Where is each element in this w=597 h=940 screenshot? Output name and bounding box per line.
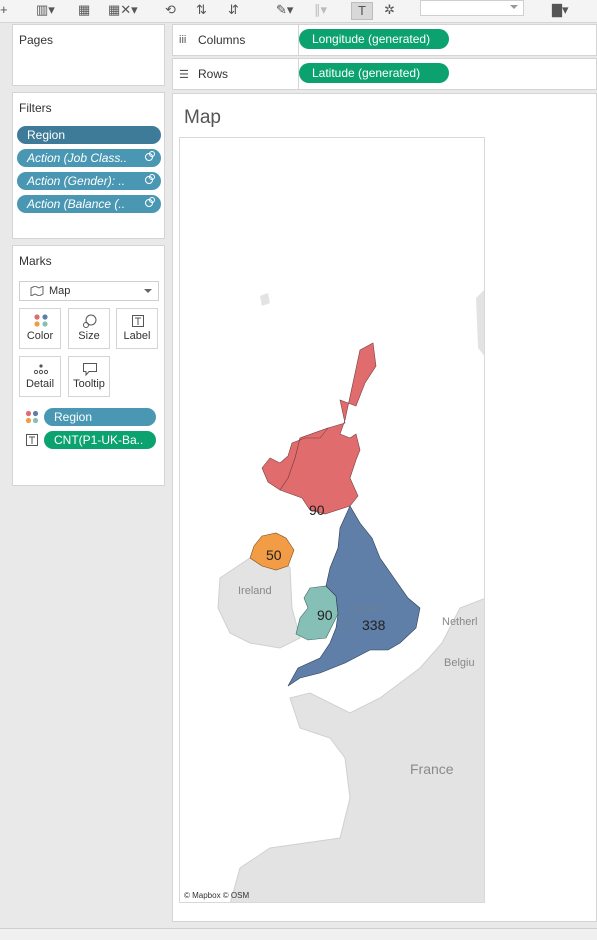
region-scotland-west[interactable] — [261, 427, 329, 491]
value-label-wales: 90 — [317, 607, 333, 623]
rows-label: Rows — [198, 67, 229, 81]
filter-pill-label: Region — [27, 128, 66, 142]
add-icon[interactable]: + — [0, 2, 8, 17]
marks-field-region[interactable]: Region — [44, 408, 156, 426]
orkney-landmass — [260, 293, 270, 306]
marks-field-count[interactable]: CNT(P1-UK-Ba.. — [44, 431, 156, 449]
new-worksheet-icon[interactable]: ▥▾ — [36, 2, 55, 17]
highlight-icon[interactable]: ✎▾ — [276, 2, 294, 17]
size-button-label: Size — [78, 330, 100, 342]
toolbar: + ▥▾ ▦ ▦✕▾ ⟲ ⇅ ⇵ ✎▾ ∥▾ T ✲ ▇▾ — [0, 0, 597, 23]
tooltip-button-label: Tooltip — [73, 378, 105, 390]
detail-icon — [33, 364, 49, 375]
label-icon — [26, 434, 38, 446]
link-icon — [145, 174, 155, 184]
value-label-england: 338 — [362, 617, 386, 633]
detail-button-label: Detail — [25, 378, 55, 390]
status-bar — [0, 928, 597, 940]
pages-title: Pages — [19, 33, 54, 47]
filter-pill-action-balance[interactable]: Action (Balance (.. — [17, 195, 161, 213]
fit-dropdown[interactable] — [420, 0, 524, 16]
columns-pill[interactable]: Longitude (generated) — [299, 29, 449, 49]
chevron-down-icon — [144, 289, 152, 297]
color-dots-icon — [34, 314, 48, 327]
rows-pill[interactable]: Latitude (generated) — [299, 63, 449, 83]
show-me-icon[interactable]: ▇▾ — [552, 2, 569, 17]
place-label-united-kingdom-line1: United — [350, 603, 382, 615]
marks-panel: Marks Map Color Size Label Detail — [12, 245, 165, 486]
map-icon — [30, 286, 44, 296]
marks-field-label: Region — [54, 410, 93, 424]
map-canvas: Ireland United Ki Netherl Belgiu France … — [217, 290, 484, 902]
link-icon — [145, 197, 155, 207]
label-icon — [132, 315, 144, 327]
value-label-northern-ireland: 50 — [266, 547, 282, 563]
show-labels-icon[interactable]: T — [351, 2, 373, 20]
columns-shelf[interactable]: iii Columns Longitude (generated) — [172, 24, 597, 56]
value-label-scotland: 90 — [309, 502, 325, 518]
color-button-label: Color — [26, 330, 54, 342]
viz-title: Map — [184, 107, 221, 128]
region-scotland[interactable] — [279, 342, 377, 515]
shelf-divider — [298, 59, 299, 89]
sort-ascending-icon[interactable]: ⇅ — [196, 2, 207, 17]
duplicate-sheet-icon[interactable]: ▦ — [78, 2, 91, 17]
region-england[interactable] — [287, 505, 421, 687]
color-dots-icon — [25, 410, 39, 424]
filter-pill-label: Action (Balance (.. — [27, 197, 126, 211]
label-button-label: Label — [123, 330, 151, 342]
marks-field-label: CNT(P1-UK-Ba.. — [54, 433, 144, 447]
mark-type-dropdown[interactable]: Map — [19, 281, 159, 301]
tooltip-button[interactable]: Tooltip — [68, 356, 110, 397]
label-button[interactable]: Label — [116, 308, 158, 349]
mark-type-label: Map — [49, 285, 71, 297]
tooltip-icon — [83, 363, 97, 376]
columns-icon: iii — [179, 34, 187, 46]
filter-pill-action-job-class[interactable]: Action (Job Class.. — [17, 149, 161, 167]
columns-pill-label: Longitude (generated) — [312, 32, 431, 46]
place-label-ireland: Ireland — [238, 585, 272, 597]
link-icon — [145, 151, 155, 161]
size-button[interactable]: Size — [68, 308, 110, 349]
place-label-france: France — [410, 761, 454, 777]
color-button[interactable]: Color — [19, 308, 61, 349]
rows-shelf[interactable]: ☰ Rows Latitude (generated) — [172, 58, 597, 90]
filter-pill-region[interactable]: Region — [17, 126, 161, 144]
marks-title: Marks — [19, 254, 52, 268]
continent-landmass — [230, 598, 484, 902]
viz-area: Map Ireland United Ki Netherl Belgiu Fra… — [172, 93, 597, 922]
swap-icon[interactable]: ⟲ — [165, 2, 176, 17]
attach-icon[interactable]: ∥▾ — [314, 2, 328, 17]
place-label-belgium: Belgiu — [444, 657, 475, 669]
region-northern-ireland[interactable] — [249, 532, 295, 571]
clear-sheet-icon[interactable]: ▦✕▾ — [108, 2, 138, 17]
pages-panel[interactable]: Pages — [12, 24, 165, 86]
filters-panel: Filters Region Action (Job Class.. Actio… — [12, 92, 165, 239]
filter-pill-label: Action (Job Class.. — [27, 151, 128, 165]
map-attribution[interactable]: © Mapbox © OSM — [184, 891, 250, 900]
fix-axes-icon[interactable]: ✲ — [384, 2, 395, 17]
sort-descending-icon[interactable]: ⇵ — [228, 2, 239, 17]
place-label-netherlands: Netherl — [442, 616, 477, 628]
detail-button[interactable]: Detail — [19, 356, 61, 397]
rows-pill-label: Latitude (generated) — [312, 66, 421, 80]
filter-pill-label: Action (Gender): .. — [27, 174, 126, 188]
map-view[interactable]: Ireland United Ki Netherl Belgiu France … — [179, 137, 485, 903]
filters-title: Filters — [19, 101, 52, 115]
size-icon — [83, 314, 97, 328]
filter-pill-action-gender[interactable]: Action (Gender): .. — [17, 172, 161, 190]
place-label-united-kingdom-line2: Ki — [344, 617, 354, 629]
columns-label: Columns — [198, 33, 246, 47]
rows-icon: ☰ — [179, 69, 189, 81]
norway-landmass — [476, 290, 484, 356]
shelf-divider — [298, 25, 299, 55]
place-label-united-kingdom: United Ki — [344, 603, 385, 629]
